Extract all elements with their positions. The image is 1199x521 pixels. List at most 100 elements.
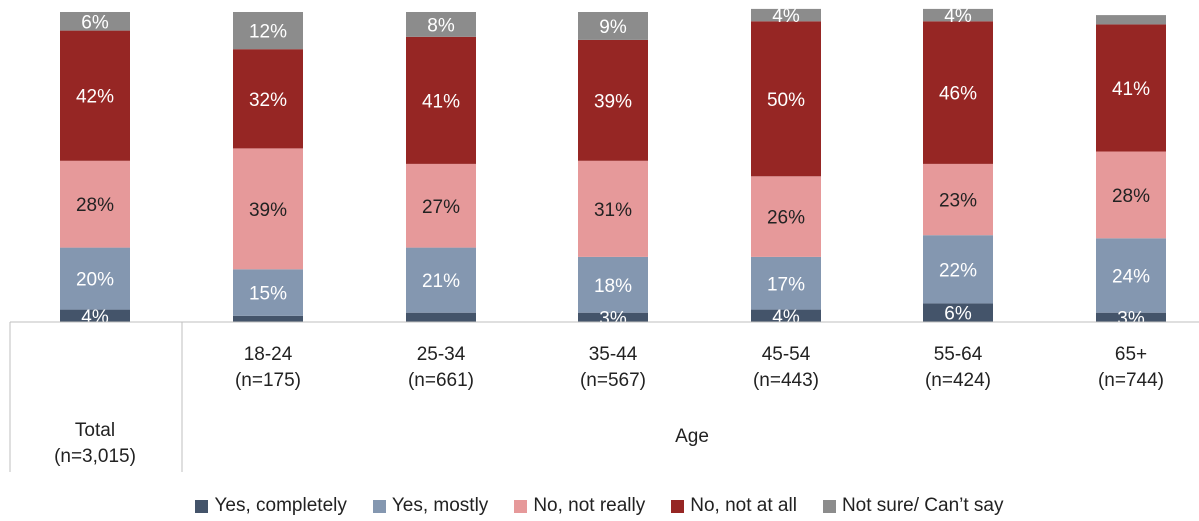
data-label: 8% (427, 15, 455, 36)
bar-segment (1096, 238, 1166, 313)
bar-segment (923, 21, 993, 164)
legend-swatch (372, 499, 386, 513)
data-label: 26% (767, 208, 805, 229)
legend-item: No, not really (514, 495, 645, 517)
bar-segment (60, 12, 130, 31)
data-label: 31% (594, 200, 632, 221)
bar-segment (60, 160, 130, 248)
bar-segment (1096, 312, 1166, 322)
bar-segment (406, 36, 476, 164)
bar-segment (751, 176, 821, 257)
data-label: 4% (772, 307, 800, 328)
bar-segment (233, 315, 303, 322)
category-label: 18-24 (244, 344, 293, 365)
bar-segment (578, 160, 648, 257)
legend-label: Yes, completely (214, 495, 347, 516)
bar-segment (233, 148, 303, 270)
bar-segment (406, 12, 476, 37)
bar-segment (751, 256, 821, 310)
bar-segment (1096, 15, 1166, 25)
bar-segment (233, 49, 303, 149)
bar-segment (578, 256, 648, 313)
data-label: 3% (1117, 308, 1145, 329)
data-label: 9% (599, 17, 627, 38)
bar-segment (406, 312, 476, 322)
data-label: 46% (939, 84, 977, 105)
category-n-label: (n=424) (925, 370, 991, 391)
data-label: 15% (249, 284, 287, 305)
bar-segment (923, 163, 993, 236)
chart-legend: Yes, completely Yes, mostly No, not really… (0, 494, 1199, 518)
category-n-label: (n=443) (753, 370, 819, 391)
bar-segment (233, 269, 303, 316)
chart-canvas: 4% 20% 28% 42% 6% 15% 39% 32% 12% 21% 27% 41% 8% 3% 18… (9, 6, 1199, 472)
data-label: 23% (939, 191, 977, 212)
data-label: 42% (76, 87, 114, 108)
data-label: 20% (76, 270, 114, 291)
bar-segment (923, 235, 993, 304)
legend-label: Yes, mostly (391, 495, 489, 516)
bar-segment (1096, 24, 1166, 152)
bar-segment (751, 8, 821, 22)
data-label: 50% (767, 90, 805, 111)
bar-segment (923, 8, 993, 22)
data-label: 22% (939, 260, 977, 281)
category-n-label: (n=661) (408, 370, 474, 391)
category-label: 35-44 (589, 344, 638, 365)
data-label: 3% (599, 308, 627, 329)
data-label: 28% (76, 195, 114, 216)
data-label: 17% (767, 274, 805, 295)
data-label: 41% (1112, 79, 1150, 100)
bar-segment (751, 21, 821, 177)
category-n-label: (n=567) (580, 370, 646, 391)
data-label: 4% (81, 307, 109, 328)
legend-swatch (514, 499, 528, 513)
bar-segment (751, 309, 821, 322)
bar-segment (60, 309, 130, 322)
category-label: 65+ (1115, 344, 1147, 365)
category-label: 45-54 (762, 344, 811, 365)
data-label: 21% (422, 271, 460, 292)
bar-segment (578, 12, 648, 40)
legend-item: Not sure/ Can’t say (822, 495, 1004, 517)
group-label-age: Age (675, 426, 709, 447)
legend-swatch (671, 499, 685, 513)
legend-label: Not sure/ Can’t say (841, 495, 1004, 516)
bars-layer (60, 8, 1166, 322)
data-label: 4% (944, 6, 972, 27)
category-label: Total (75, 420, 115, 441)
data-label: 39% (249, 200, 287, 221)
legend-label: No, not at all (690, 495, 797, 516)
bar-segment (578, 39, 648, 161)
bar-segment (233, 12, 303, 50)
legend-item: Yes, mostly (372, 495, 489, 517)
bar-segment (60, 30, 130, 161)
category-n-label: (n=175) (235, 370, 301, 391)
data-label: 28% (1112, 186, 1150, 207)
data-label: 6% (944, 304, 972, 325)
legend-swatch (822, 499, 836, 513)
data-label: 4% (772, 6, 800, 27)
category-label: 25-34 (417, 344, 466, 365)
bar-segment (578, 312, 648, 322)
legend-label: No, not really (533, 495, 646, 516)
legend-swatch (195, 499, 209, 513)
bar-segment (406, 163, 476, 248)
legend-item: Yes, completely (195, 495, 347, 517)
legend-item: No, not at all (671, 495, 797, 517)
category-axis-table: Total (n=3,015) 18-24 (n=175) 25-34 (n=661) 35… (9, 321, 1199, 472)
bar-segment (60, 247, 130, 310)
category-n-label: (n=744) (1098, 370, 1164, 391)
category-label: 55-64 (934, 344, 983, 365)
data-label: 39% (594, 91, 632, 112)
data-label: 41% (422, 91, 460, 112)
data-label: 18% (594, 276, 632, 297)
data-label: 32% (249, 90, 287, 111)
data-labels-layer: 4% 20% 28% 42% 6% 15% 39% 32% 12% 21% 27% 41% 8% 3% 18… (76, 6, 1150, 329)
data-label: 27% (422, 197, 460, 218)
data-label: 12% (249, 22, 287, 43)
bar-segment (1096, 151, 1166, 239)
category-n-label: (n=3,015) (54, 446, 136, 467)
bar-segment (406, 247, 476, 313)
